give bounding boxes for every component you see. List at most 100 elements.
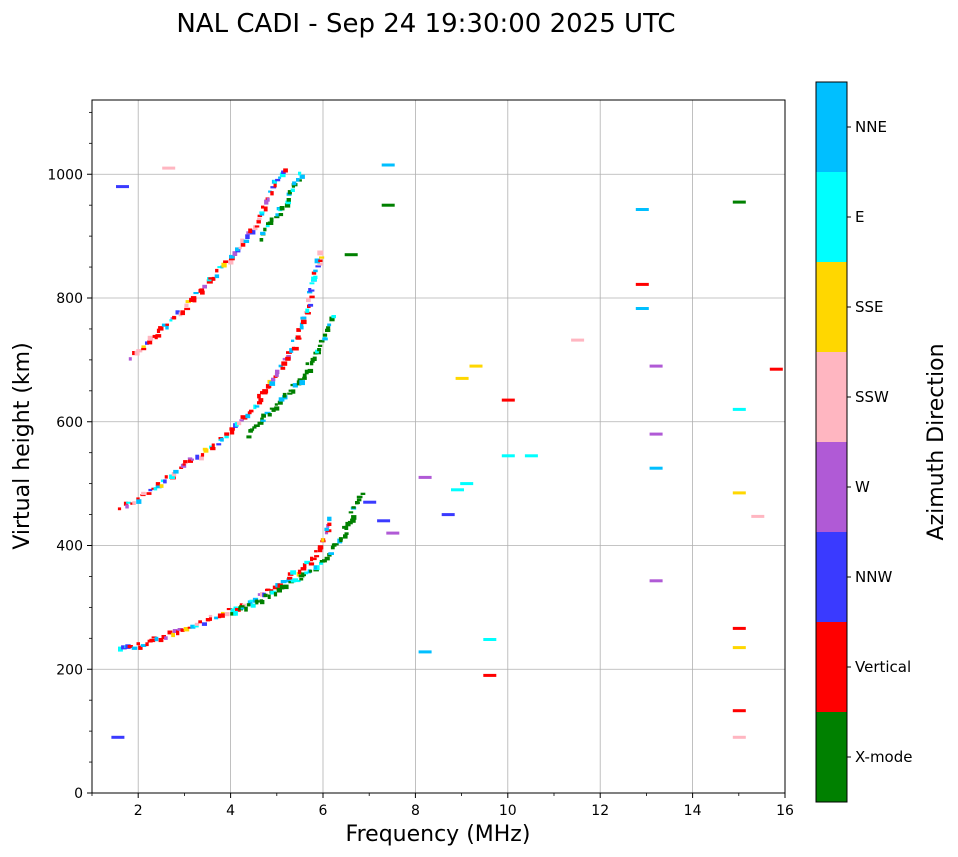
- echo-mark: [274, 372, 279, 377]
- echo-mark: [226, 608, 233, 611]
- echo-mark: [292, 578, 299, 582]
- echo-mark: [191, 458, 194, 461]
- echo-mark: [306, 297, 311, 303]
- echo-mark: [277, 400, 283, 405]
- echo-mark: [313, 568, 319, 572]
- echo-mark: [145, 642, 149, 647]
- echo-mark: [483, 638, 497, 641]
- echo-mark: [273, 182, 277, 188]
- echo-mark: [268, 190, 272, 193]
- x-axis-label: Frequency (MHz): [346, 822, 531, 847]
- echo-mark: [319, 256, 325, 259]
- echo-mark: [267, 221, 274, 225]
- y-tick-label: 200: [56, 662, 83, 678]
- echo-mark: [295, 335, 301, 340]
- echo-mark: [180, 628, 185, 632]
- echo-mark: [211, 443, 215, 448]
- x-tick-label: 12: [591, 803, 609, 819]
- echo-mark: [260, 600, 265, 605]
- echo-mark: [284, 203, 291, 208]
- echo-mark: [257, 421, 264, 425]
- echo-mark: [238, 606, 243, 611]
- echo-mark: [305, 308, 310, 313]
- echo-mark: [292, 383, 298, 388]
- echo-mark: [271, 377, 276, 382]
- echo-mark: [171, 472, 177, 477]
- echo-mark: [263, 206, 268, 212]
- echo-mark: [215, 268, 219, 273]
- echo-mark: [229, 430, 235, 435]
- echo-mark: [217, 613, 222, 619]
- echo-mark: [187, 457, 193, 460]
- echo-mark: [224, 432, 230, 436]
- echo-mark: [571, 338, 585, 342]
- echo-mark: [649, 466, 663, 470]
- echo-mark: [208, 614, 213, 618]
- colorbar-segment: [816, 532, 847, 622]
- echo-mark: [164, 475, 168, 479]
- x-tick-label: 2: [134, 803, 143, 819]
- echo-mark: [732, 646, 746, 650]
- echo-mark: [252, 426, 257, 429]
- echo-mark: [274, 403, 278, 406]
- echo-mark: [351, 515, 357, 520]
- echo-mark: [217, 266, 222, 269]
- colorbar-label-nne: NNE: [855, 118, 887, 136]
- echo-mark: [244, 606, 248, 612]
- echo-mark: [327, 323, 332, 327]
- x-tick-label: 6: [319, 803, 328, 819]
- echo-mark: [297, 569, 302, 575]
- y-axis: 0 200 400 600 800 1000: [47, 111, 92, 802]
- echo-mark: [193, 625, 199, 628]
- echo-mark: [269, 217, 274, 223]
- colorbar-label-w: W: [855, 478, 870, 496]
- echo-mark: [732, 709, 746, 713]
- echo-mark: [649, 432, 663, 436]
- y-tick-label: 800: [56, 291, 83, 307]
- colorbar-segment: [816, 172, 847, 262]
- echo-mark: [271, 408, 276, 412]
- echo-mark: [177, 628, 183, 631]
- echo-mark: [239, 605, 245, 608]
- echo-mark: [381, 163, 395, 167]
- echo-mark: [161, 323, 168, 327]
- echo-mark: [211, 276, 216, 281]
- echo-mark: [200, 290, 205, 295]
- echo-mark: [238, 246, 242, 250]
- echo-mark: [451, 488, 464, 492]
- echo-mark: [141, 345, 146, 348]
- echo-mark: [293, 346, 299, 351]
- echo-mark: [315, 265, 321, 268]
- echo-mark: [469, 364, 483, 368]
- echo-mark: [162, 166, 176, 170]
- echo-mark: [282, 357, 287, 361]
- echo-mark: [769, 367, 783, 371]
- echo-mark: [324, 527, 329, 532]
- echo-mark: [260, 231, 266, 235]
- echo-mark: [149, 638, 156, 643]
- echo-mark: [247, 411, 252, 415]
- echo-mark: [189, 297, 195, 302]
- echo-mark: [167, 630, 173, 635]
- echo-mark: [291, 339, 295, 342]
- chart-title: NAL CADI - Sep 24 19:30:00 2025 UTC: [176, 9, 675, 39]
- echo-mark: [278, 397, 285, 402]
- echo-mark: [363, 500, 377, 504]
- echo-mark: [649, 579, 663, 583]
- echo-mark: [169, 474, 175, 479]
- echo-mark: [220, 437, 224, 442]
- echo-mark: [649, 364, 663, 368]
- echo-mark: [163, 479, 167, 484]
- echo-mark: [268, 384, 272, 388]
- echo-mark: [263, 593, 268, 598]
- echo-mark: [185, 300, 192, 304]
- echo-mark: [313, 269, 318, 273]
- echo-mark: [239, 603, 243, 607]
- echo-mark: [121, 645, 127, 650]
- echo-mark: [308, 303, 314, 307]
- echo-mark: [274, 216, 280, 219]
- echo-mark: [343, 534, 348, 539]
- echo-mark: [249, 409, 254, 413]
- echo-mark: [299, 322, 304, 327]
- echo-mark: [155, 482, 161, 486]
